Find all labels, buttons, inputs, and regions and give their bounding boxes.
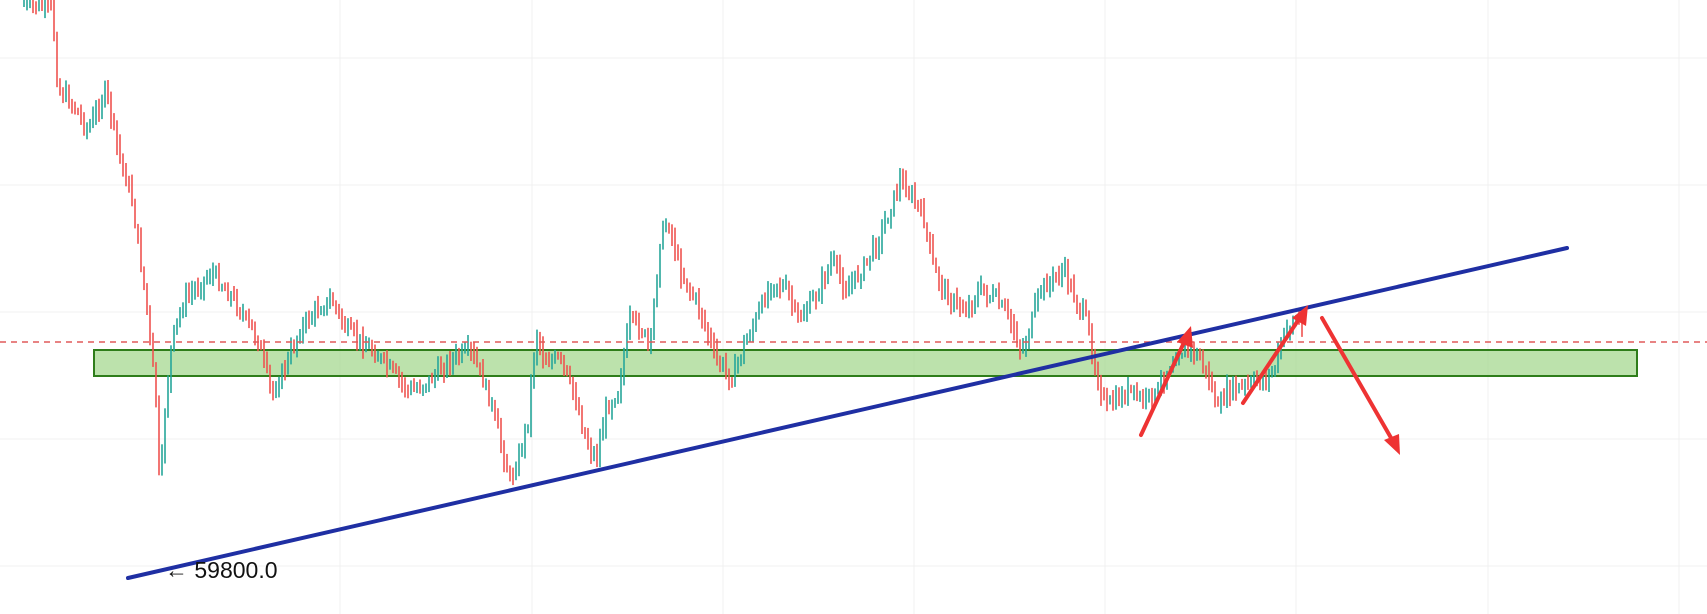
drawings xyxy=(0,246,1707,580)
low-price-label: ← 59800.0 xyxy=(165,557,278,583)
support-zone[interactable] xyxy=(93,349,1638,377)
support-zone-layer xyxy=(93,349,1638,377)
up-arrow-1[interactable] xyxy=(1139,326,1193,437)
ohlc-bars xyxy=(23,0,1303,486)
down-arrow[interactable] xyxy=(1320,316,1400,455)
rising-trendline[interactable] xyxy=(126,246,1569,580)
up-arrow-2[interactable] xyxy=(1241,305,1308,405)
